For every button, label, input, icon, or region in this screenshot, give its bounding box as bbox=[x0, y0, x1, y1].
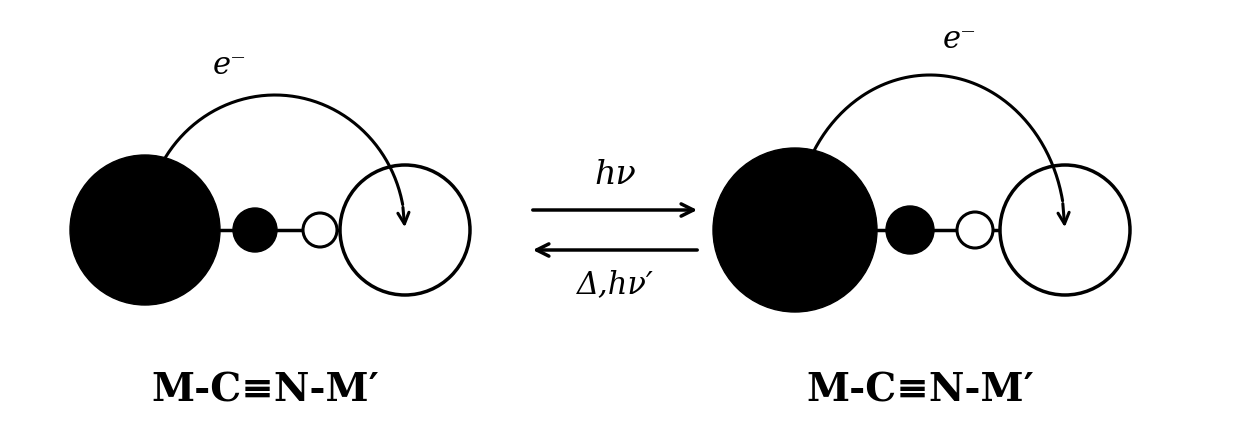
Circle shape bbox=[303, 213, 337, 247]
Circle shape bbox=[69, 155, 219, 305]
Circle shape bbox=[957, 212, 993, 248]
Text: hν: hν bbox=[594, 159, 636, 191]
Text: e⁻: e⁻ bbox=[213, 49, 247, 81]
Text: M-C≡N-M′: M-C≡N-M′ bbox=[151, 371, 379, 409]
Circle shape bbox=[713, 148, 877, 312]
Text: e⁻: e⁻ bbox=[942, 25, 977, 55]
Circle shape bbox=[999, 165, 1130, 295]
Circle shape bbox=[887, 206, 934, 254]
Circle shape bbox=[233, 208, 277, 252]
Text: M-C≡N-M′: M-C≡N-M′ bbox=[806, 371, 1034, 409]
Circle shape bbox=[340, 165, 470, 295]
Text: Δ,hν′: Δ,hν′ bbox=[577, 269, 653, 301]
